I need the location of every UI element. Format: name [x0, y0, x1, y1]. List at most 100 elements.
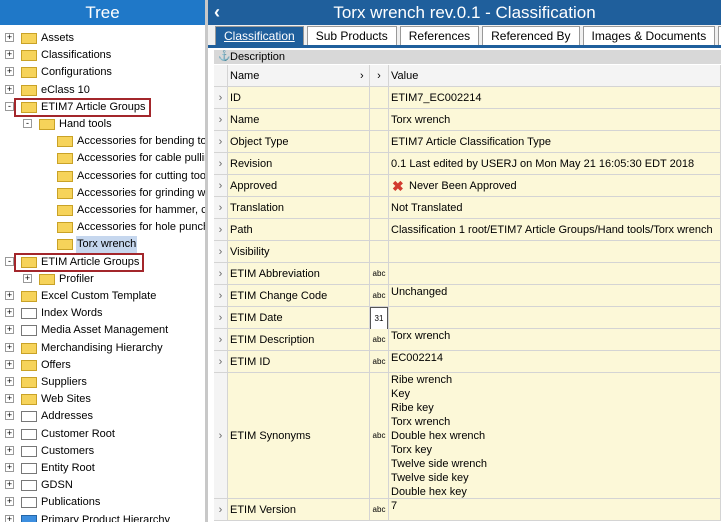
tree-item[interactable]: eClass 10	[41, 83, 90, 96]
tree-item[interactable]: Excel Custom Template	[41, 290, 157, 302]
tree-expander[interactable]: +	[5, 66, 14, 77]
row-value: 0.1 Last edited by USERJ on Mon May 21 1…	[389, 153, 721, 175]
row-value: ETIM7 Article Classification Type	[389, 131, 721, 153]
row-name: Object Type	[228, 131, 370, 153]
row-expander: ›	[214, 197, 228, 219]
tab[interactable]: Images & Documents	[582, 26, 716, 46]
sort-glyph: ›	[360, 70, 364, 82]
tree-item[interactable]: Configurations	[41, 66, 112, 79]
tree-expander[interactable]: +	[5, 341, 14, 352]
synonym: Torx wrench	[391, 416, 451, 428]
type-cell: abc	[370, 351, 389, 373]
row-name: Path	[228, 219, 370, 241]
tree-expander[interactable]: +	[5, 324, 14, 335]
tree-item[interactable]: ETIM Article Groups	[41, 255, 140, 268]
row-name: ID	[228, 87, 370, 109]
tree-icon	[39, 119, 55, 130]
tab[interactable]: Sub Products	[306, 26, 397, 46]
tree-item[interactable]: Suppliers	[41, 376, 87, 388]
type-tag: abc	[372, 357, 386, 366]
tree-item[interactable]: Customers	[41, 444, 95, 457]
type-tag: abc	[372, 505, 386, 514]
tree-expander[interactable]: +	[5, 376, 14, 386]
tree-item[interactable]: Primary Product Hierarchy	[41, 513, 170, 522]
tree-item[interactable]: Accessories for bending too	[77, 135, 205, 148]
row-expander: ›	[214, 219, 228, 241]
tree-expander[interactable]: +	[5, 462, 14, 472]
tree-item[interactable]: Index Words	[41, 307, 103, 320]
tree-item[interactable]: Offers	[41, 358, 71, 371]
tab[interactable]: Tables	[718, 26, 721, 46]
tree-item[interactable]: Entity Root	[41, 462, 95, 474]
tab[interactable]: References	[399, 26, 480, 46]
tree-item[interactable]: Profiler	[59, 272, 94, 285]
tree-expander[interactable]: +	[5, 49, 14, 60]
tree-expander[interactable]: -	[23, 119, 32, 128]
tree-expander[interactable]: +	[5, 307, 14, 318]
tree-item[interactable]: Addresses	[41, 410, 93, 423]
tree-expander[interactable]: +	[5, 496, 14, 507]
tree-expander[interactable]: +	[5, 290, 14, 300]
tree-expander[interactable]: +	[5, 393, 14, 404]
tree-item[interactable]: Hand tools	[59, 118, 112, 130]
tree-item[interactable]: Accessories for hammer, ch	[77, 204, 205, 216]
tree-item[interactable]: Accessories for cable pullin	[77, 152, 205, 165]
row-value	[389, 263, 721, 285]
tree-expander[interactable]: +	[23, 272, 32, 283]
synonym: Double hex wrench	[391, 430, 486, 442]
value-text: Unchanged	[391, 286, 448, 298]
row-value: EC002214	[389, 351, 721, 373]
tab-bar: Classification Sub Products References Refe…	[208, 25, 721, 46]
tree-expander[interactable]: +	[5, 513, 14, 522]
tree-expander[interactable]: +	[5, 32, 14, 42]
type-cell	[370, 87, 389, 109]
tree-icon	[21, 463, 37, 474]
type-cell	[370, 131, 389, 153]
description-row[interactable]: Description	[214, 50, 721, 64]
tree-item[interactable]: Classifications	[41, 49, 112, 62]
row-value: ✖ Never Been Approved	[389, 175, 721, 197]
row-expander: ›	[214, 241, 228, 263]
tree-expander[interactable]: +	[5, 479, 14, 490]
type-tag: abc	[372, 335, 386, 344]
row-name: Translation	[228, 197, 370, 219]
tree-item[interactable]: Accessories for grinding wh	[77, 186, 205, 199]
tree-item[interactable]: GDSN	[41, 479, 73, 492]
column-header: Name	[228, 65, 370, 87]
tab[interactable]: Referenced By	[482, 26, 580, 46]
tree-item[interactable]: Torx wrench	[76, 236, 138, 254]
row-value: Ribe wrench Key Ribe key Torx wrench Double …	[389, 373, 721, 499]
tree-expander[interactable]: +	[5, 410, 14, 421]
tree-expander[interactable]: -	[5, 256, 14, 266]
tree-expander[interactable]: +	[5, 358, 14, 369]
tab[interactable]: Classification	[215, 26, 304, 46]
row-name: Revision	[228, 153, 370, 175]
row-name: ETIM Change Code	[228, 285, 370, 307]
type-tag: abc	[372, 431, 386, 440]
tree-expander[interactable]: +	[5, 427, 14, 438]
tree-item[interactable]: Accessories for cutting too	[77, 169, 205, 182]
back-button[interactable]: ‹	[214, 2, 220, 22]
value-text: Torx wrench	[391, 330, 451, 342]
row-value: Torx wrench	[389, 329, 721, 351]
tree-expander[interactable]: -	[5, 101, 14, 111]
row-value	[389, 307, 721, 329]
type-cell: abc	[370, 373, 389, 499]
grid: Name › › Value › ID ETIM7_EC002214 › Name Torx wr…	[214, 65, 721, 522]
type-cell	[370, 153, 389, 175]
tree-item[interactable]: Assets	[41, 32, 75, 44]
tree-expander[interactable]: +	[5, 83, 14, 94]
type-cell	[370, 197, 389, 219]
tree-item[interactable]: ETIM7 Article Groups	[41, 100, 146, 113]
value-text: Not Translated	[391, 202, 463, 214]
tree-item[interactable]: Publications	[41, 496, 101, 509]
tree-item[interactable]: Merchandising Hierarchy	[41, 341, 163, 354]
tree-item[interactable]: Media Asset Management	[41, 324, 169, 337]
tree-item[interactable]: Web Sites	[41, 393, 91, 406]
tree-expander[interactable]: +	[5, 444, 14, 455]
tree-icon	[21, 480, 37, 492]
tree-item[interactable]: Accessories for hole punch	[77, 221, 205, 234]
row-name: ETIM Abbreviation	[228, 263, 370, 285]
tree-item[interactable]: Customer Root	[41, 427, 115, 440]
